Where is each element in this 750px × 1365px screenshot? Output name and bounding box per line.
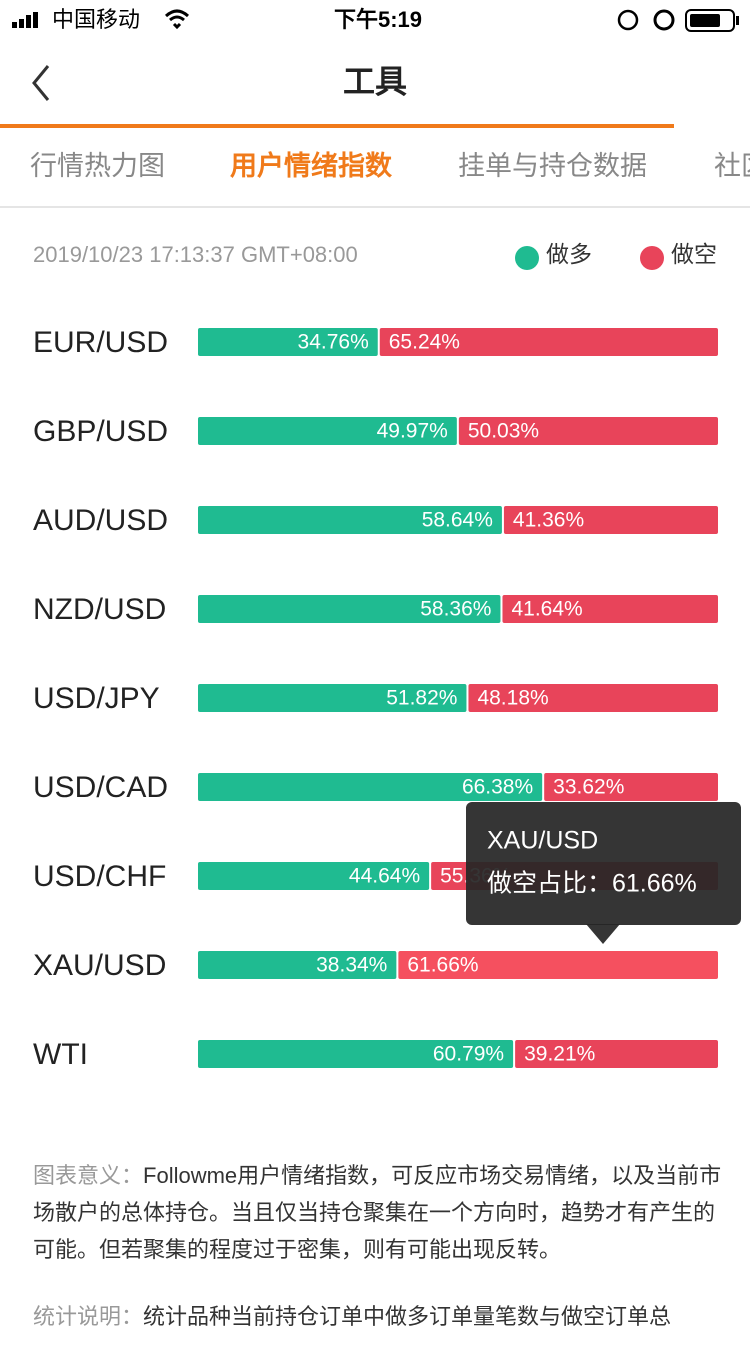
alarm-icon [653, 9, 675, 31]
value-label: 50.03% [468, 420, 539, 443]
tooltip-text: 做空占比：61.66% [487, 870, 697, 898]
timestamp: 2019/10/23 17:13:37 GMT+08:00 [33, 242, 358, 267]
battery [685, 9, 735, 32]
value-label: 48.18% [477, 687, 548, 710]
value-label: 38.34% [316, 954, 387, 977]
bar-segment [198, 595, 501, 623]
note-text: 统计品种当前持仓订单中做多订单量笔数与做空订单总 [143, 1304, 672, 1329]
bar-segment [198, 773, 543, 801]
value-label: 41.36% [513, 509, 584, 532]
screen: 中国移动 下午5:19 工具 行情热力图 用户情绪指数 挂单与持仓数据 社区 2019/… [0, 7, 750, 1071]
value-label: 61.66% [407, 954, 478, 977]
value-label: 49.97% [377, 420, 448, 443]
notes: 图表意义：Followme用户情绪指数，可反应市场交易情绪，以及当前市场散户的总… [33, 1157, 723, 1365]
value-label: 44.64% [349, 865, 420, 888]
value-label: 58.36% [420, 598, 491, 621]
category-label: USD/JPY [33, 682, 160, 715]
bar-segment [502, 595, 718, 623]
back-button[interactable] [32, 65, 50, 101]
nav-title: 工具 [343, 63, 407, 99]
bar-segment [198, 506, 502, 534]
tab[interactable]: 挂单与持仓数据 [458, 151, 647, 181]
value-label: 65.24% [389, 331, 460, 354]
bar-segment [468, 684, 718, 712]
bar-segment [198, 684, 467, 712]
page: 中国移动 下午5:19 工具 行情热力图 用户情绪指数 挂单与持仓数据 社区 2019/… [0, 6, 750, 1329]
value-label: 39.21% [524, 1043, 595, 1066]
tab[interactable]: 行情热力图 [30, 151, 165, 181]
note: 图表意义：Followme用户情绪指数，可反应市场交易情绪，以及当前市场散户的总… [33, 1157, 723, 1268]
note-text: Followme用户情绪指数，可反应市场交易情绪，以及当前市场散户的总体持仓。当… [33, 1163, 722, 1262]
bar-segment [198, 862, 430, 890]
value-label: 66.38% [462, 776, 533, 799]
bar-segment [503, 506, 718, 534]
wifi-icon [164, 9, 190, 30]
bar-segment [544, 773, 718, 801]
category-label: EUR/USD [33, 326, 168, 359]
category-label: NZD/USD [33, 593, 166, 626]
bar-segment [458, 417, 718, 445]
bar-segment [398, 951, 718, 979]
clock: 下午5:19 [334, 7, 422, 32]
category-label: AUD/USD [33, 504, 168, 537]
tooltip-title: XAU/USD [487, 827, 598, 855]
value-label: 41.64% [511, 598, 582, 621]
value-label: 51.82% [386, 687, 457, 710]
legend-dot [515, 246, 539, 270]
signal [12, 12, 38, 28]
bar-segment [379, 328, 718, 356]
tab[interactable]: 用户情绪指数 [230, 150, 393, 181]
bar-segment [515, 1040, 718, 1068]
category-label: XAU/USD [33, 949, 166, 982]
battery-tip [736, 16, 739, 25]
carrier: 中国移动 [52, 7, 140, 32]
legend-label: 做多 [546, 241, 592, 267]
bar-segment [198, 951, 397, 979]
nav-underline [0, 124, 674, 128]
note-label: 统计说明： [33, 1304, 144, 1329]
category-label: USD/CHF [33, 860, 166, 893]
note: 统计说明：统计品种当前持仓订单中做多订单量笔数与做空订单总 [33, 1298, 723, 1335]
tooltip-pointer [586, 924, 620, 944]
note-label: 图表意义： [33, 1163, 144, 1188]
tab[interactable]: 社区 [714, 151, 750, 181]
value-label: 33.62% [553, 776, 624, 799]
battery-level [690, 14, 720, 27]
bar-segment [198, 328, 378, 356]
legend-dot [640, 246, 664, 270]
legend-label: 做空 [671, 241, 717, 267]
bar-segment [198, 417, 457, 445]
category-label: WTI [33, 1038, 88, 1071]
bar-segment [198, 1040, 514, 1068]
category-label: GBP/USD [33, 415, 168, 448]
value-label: 34.76% [298, 331, 369, 354]
tooltip-box [466, 802, 741, 925]
value-label: 58.64% [422, 509, 493, 532]
category-label: USD/CAD [33, 771, 168, 804]
value-label: 60.79% [433, 1043, 504, 1066]
lock-icon [617, 9, 639, 31]
